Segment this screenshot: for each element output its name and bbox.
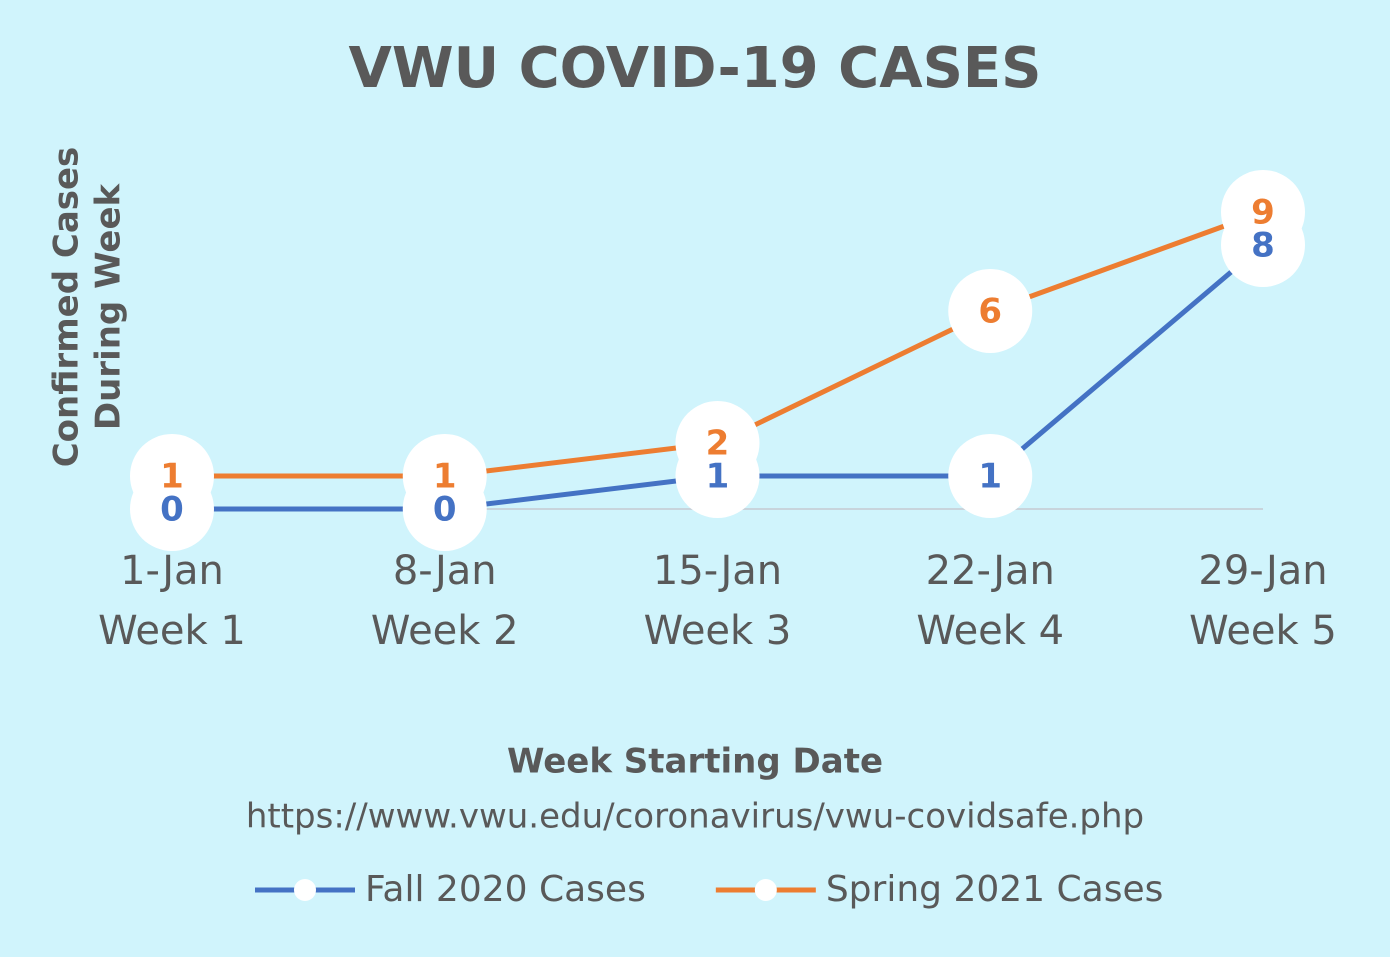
- x-tick-label: Week 2: [371, 608, 519, 654]
- point-marker: [1221, 170, 1305, 254]
- y-axis-label-line: Confirmed Cases: [47, 147, 87, 468]
- x-tick-label: Week 5: [1189, 608, 1337, 654]
- data-label: 6: [978, 292, 1002, 332]
- x-tick-label: Week 4: [916, 608, 1064, 654]
- point-marker: [948, 434, 1033, 518]
- point-marker: [948, 269, 1033, 353]
- x-tick-label: Week 3: [644, 608, 792, 654]
- data-label: 1: [978, 457, 1002, 497]
- data-label: 2: [706, 424, 730, 464]
- y-axis-label-line: During Week: [89, 182, 129, 430]
- point-marker: [675, 401, 760, 485]
- data-label: 0: [160, 490, 184, 530]
- legend-label: Spring 2021 Cases: [826, 869, 1164, 910]
- data-label: 1: [706, 457, 730, 497]
- data-label: 1: [160, 457, 184, 497]
- data-label: 1: [433, 457, 457, 497]
- data-label: 0: [433, 490, 457, 530]
- legend-marker: [754, 879, 777, 901]
- x-tick-label: 22-Jan: [926, 548, 1055, 594]
- chart-title: VWU COVID-19 CASES: [349, 36, 1042, 101]
- legend-label: Fall 2020 Cases: [365, 869, 646, 910]
- data-label: 8: [1251, 226, 1275, 266]
- x-tick-label: 15-Jan: [653, 548, 782, 594]
- x-tick-label: 29-Jan: [1198, 548, 1327, 594]
- source: https://www.vwu.edu/coronavirus/vwu-covi…: [246, 797, 1144, 837]
- x-tick-label: Week 1: [98, 608, 246, 654]
- point-marker: [130, 434, 214, 518]
- x-tick-label: 8-Jan: [393, 548, 497, 594]
- legend-marker: [294, 879, 316, 901]
- x-tick-label: 1-Jan: [120, 548, 224, 594]
- point-marker: [402, 434, 487, 518]
- y-axis-label: Confirmed Cases During Week: [47, 147, 129, 468]
- data-label: 9: [1251, 193, 1275, 233]
- x-axis-label: Week Starting Date: [507, 742, 883, 782]
